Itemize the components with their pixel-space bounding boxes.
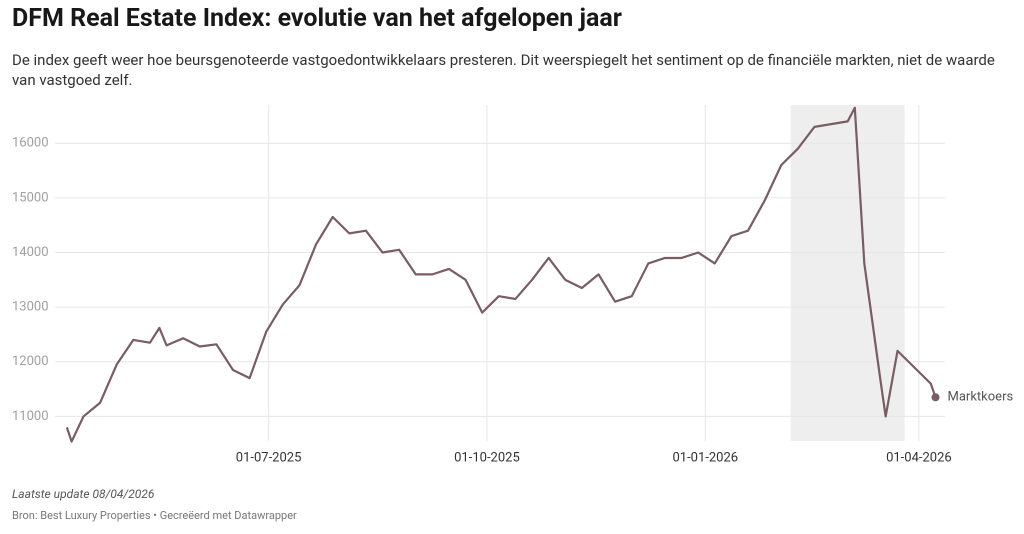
y-tick-label: 15000: [12, 190, 49, 205]
y-tick-label: 11000: [12, 409, 49, 424]
chart-subtitle: De index geeft weer hoe beursgenoteerde …: [12, 51, 995, 89]
highlight-band: [790, 105, 905, 441]
x-tick-label: 01-04-2026: [886, 450, 952, 465]
y-tick-label: 12000: [12, 354, 49, 369]
y-tick-label: 16000: [12, 136, 49, 151]
series-line: [65, 106, 937, 443]
x-tick-label: 01-07-2025: [236, 450, 302, 465]
y-tick-label: 13000: [12, 300, 49, 315]
x-tick-label: 01-01-2026: [672, 450, 738, 465]
chart-title: DFM Real Estate Index: evolutie van het …: [12, 4, 622, 33]
end-point: [931, 393, 940, 402]
update-note: Laatste update 08/04/2026: [12, 487, 155, 501]
source-note: Bron: Best Luxury Properties • Gecreëerd…: [12, 509, 297, 522]
x-tick-label: 01-10-2025: [454, 450, 520, 465]
y-tick-label: 14000: [12, 245, 49, 260]
series-label: Marktkoers: [948, 390, 1014, 405]
